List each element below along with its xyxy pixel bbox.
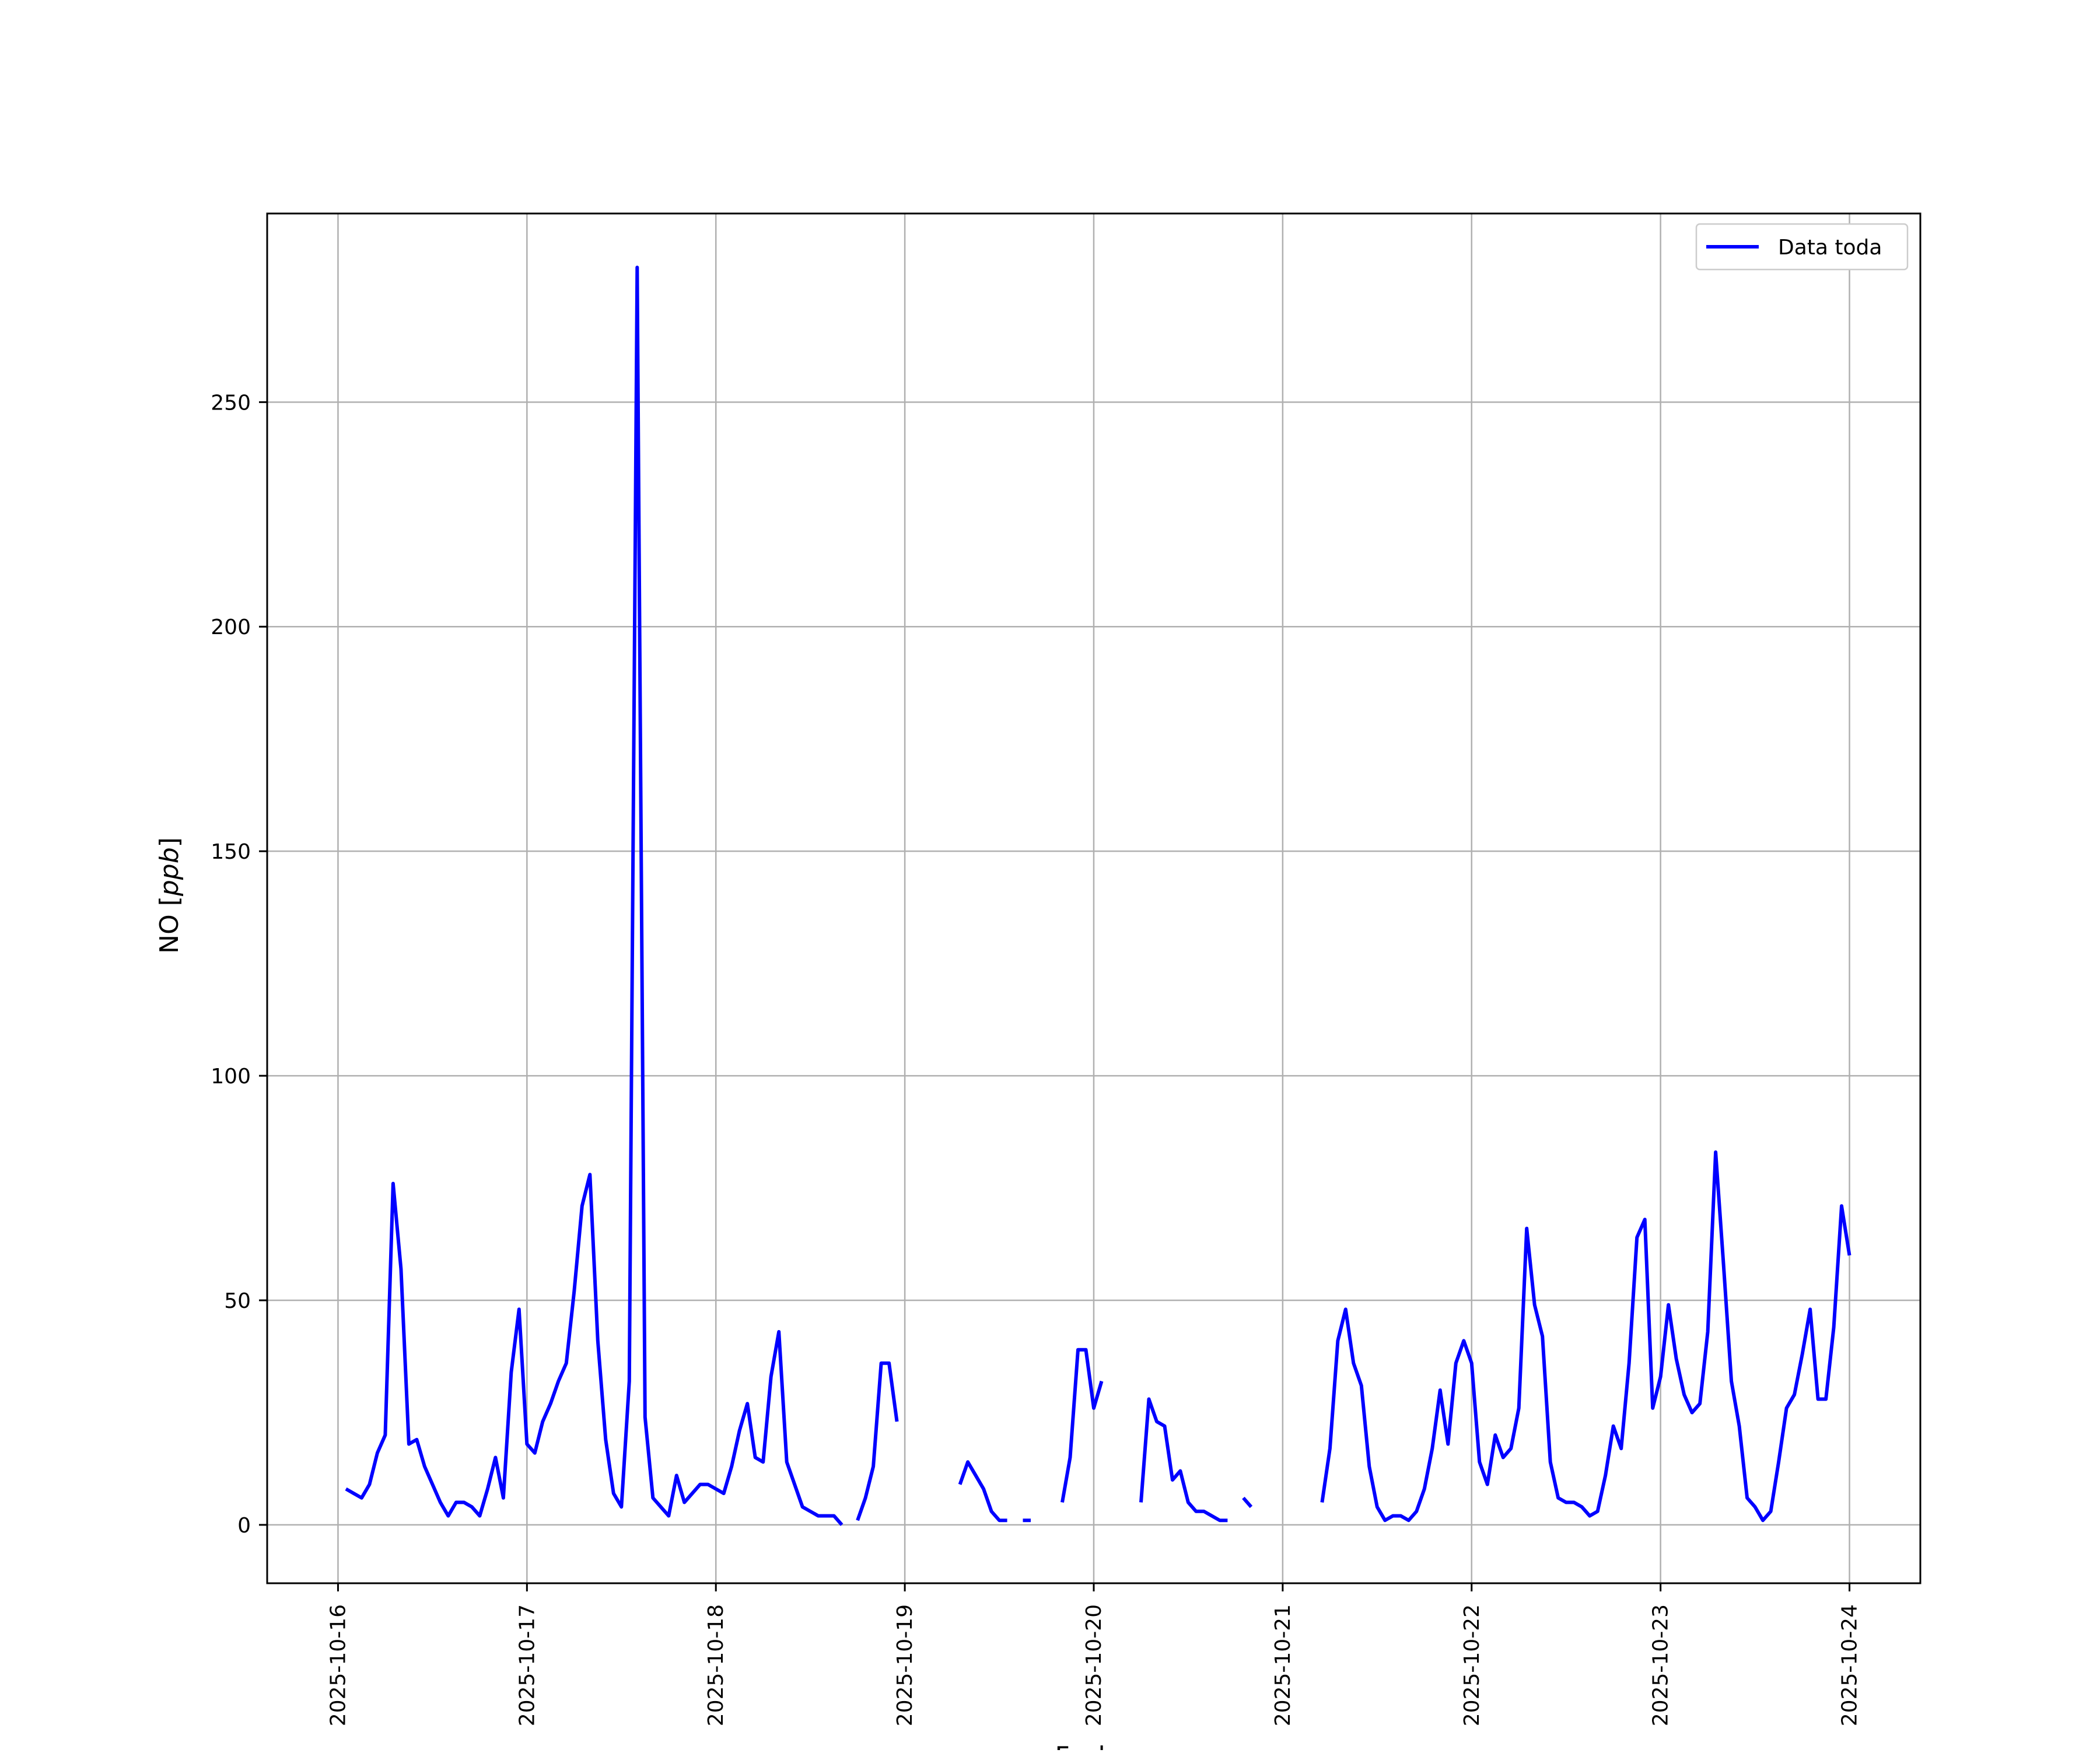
series-line-segment (1060, 1348, 1104, 1503)
series-line-segment (958, 1460, 1007, 1523)
tick-layer: 2025-10-16 2025-10-17 2025-10-18 2025-10-19… (211, 391, 1861, 1726)
y-tick-label: 200 (211, 615, 251, 639)
x-tick-label: 2025-10-21 (1271, 1604, 1295, 1726)
x-tick-label: 2025-10-23 (1649, 1604, 1673, 1726)
legend: Data toda (1695, 223, 1909, 271)
y-tick-label: 50 (224, 1289, 251, 1313)
legend-box (1695, 223, 1909, 271)
x-axis-title: Fecha (1055, 1741, 1130, 1750)
x-tick-label: 2025-10-19 (893, 1604, 917, 1726)
series-line-segment (345, 265, 844, 1526)
series-line-segment (1320, 1150, 1852, 1523)
y-tick-label: 0 (237, 1514, 251, 1538)
y-tick-label: 250 (211, 391, 251, 415)
series-line-segment (1242, 1496, 1253, 1509)
series-line-segment (856, 1361, 899, 1521)
x-tick-label: 2025-10-18 (704, 1604, 728, 1726)
series-line-segment (1139, 1397, 1228, 1523)
x-tick-label: 2025-10-22 (1460, 1604, 1484, 1726)
x-tick-label: 2025-10-24 (1838, 1604, 1862, 1726)
series-layer (345, 265, 1852, 1526)
grid-layer (267, 214, 1920, 1583)
x-tick-label: 2025-10-20 (1082, 1604, 1106, 1726)
legend-label: Data toda (1778, 236, 1882, 260)
y-axis-title: NO [ppb] (155, 837, 184, 954)
y-tick-label: 150 (211, 840, 251, 864)
x-tick-label: 2025-10-16 (326, 1604, 350, 1726)
x-tick-label: 2025-10-17 (515, 1604, 539, 1726)
y-tick-label: 100 (211, 1065, 251, 1089)
